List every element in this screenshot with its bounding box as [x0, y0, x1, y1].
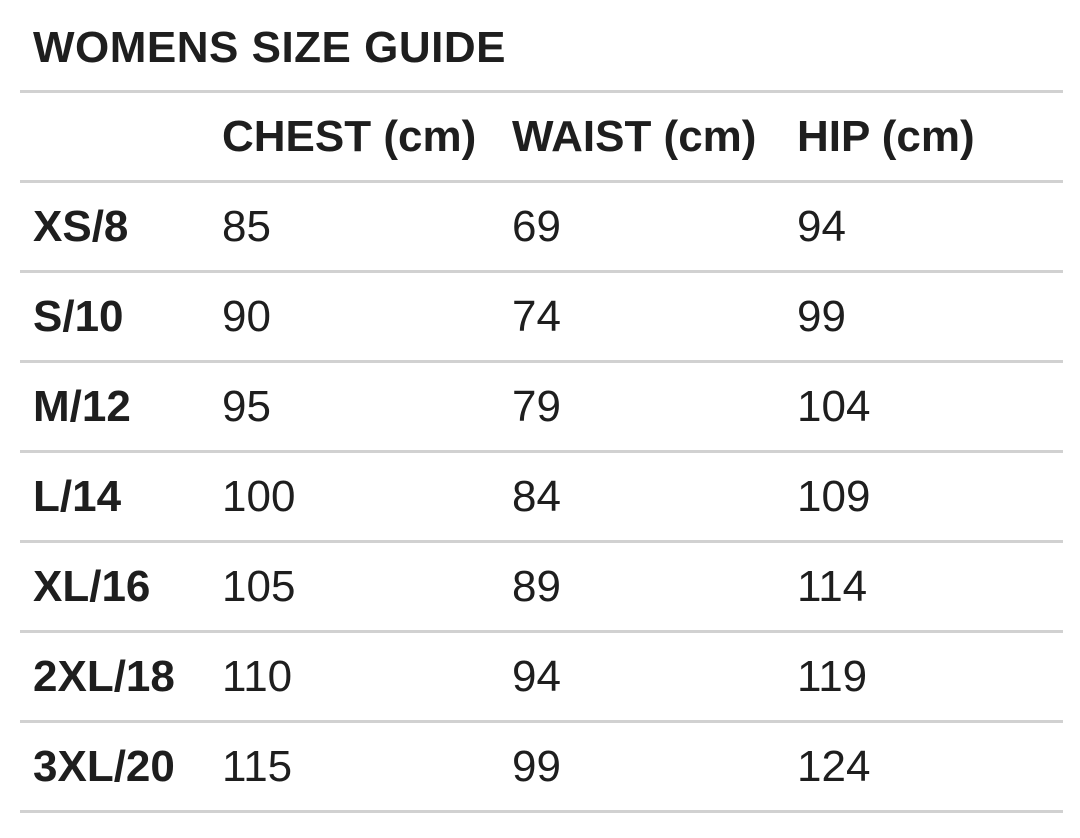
hip-cell: 124 — [797, 741, 871, 791]
column-header-waist: WAIST (cm) — [512, 111, 757, 161]
chest-cell: 85 — [222, 201, 271, 251]
page-title: WOMENS SIZE GUIDE — [33, 23, 506, 72]
hip-cell: 104 — [797, 381, 871, 431]
size-cell: M/12 — [33, 381, 131, 431]
chest-cell: 115 — [222, 741, 293, 791]
size-cell: S/10 — [33, 291, 124, 341]
size-cell: 3XL/20 — [33, 741, 175, 791]
size-guide-table: CHEST (cm) WAIST (cm) HIP (cm) XS/8 85 6… — [20, 90, 1063, 813]
size-cell: XS/8 — [33, 201, 129, 251]
hip-cell: 99 — [797, 291, 846, 341]
table-row: S/10 90 74 99 — [20, 272, 1063, 362]
chest-cell: 105 — [222, 561, 296, 611]
waist-cell: 84 — [512, 471, 561, 521]
chest-cell: 110 — [222, 651, 293, 701]
hip-cell: 114 — [797, 561, 868, 611]
chest-cell: 90 — [222, 291, 271, 341]
chest-cell: 100 — [222, 471, 296, 521]
column-header-hip: HIP (cm) — [797, 111, 975, 161]
hip-cell: 109 — [797, 471, 871, 521]
size-cell: 2XL/18 — [33, 651, 175, 701]
hip-cell: 119 — [797, 651, 868, 701]
table-row: 3XL/20 115 99 124 — [20, 722, 1063, 812]
waist-cell: 79 — [512, 381, 561, 431]
waist-cell: 94 — [512, 651, 561, 701]
column-header-size — [20, 92, 222, 182]
table-header-row: CHEST (cm) WAIST (cm) HIP (cm) — [20, 92, 1063, 182]
waist-cell: 69 — [512, 201, 561, 251]
waist-cell: 74 — [512, 291, 561, 341]
chest-cell: 95 — [222, 381, 271, 431]
column-header-chest: CHEST (cm) — [222, 111, 477, 161]
size-cell: XL/16 — [33, 561, 151, 611]
waist-cell: 89 — [512, 561, 561, 611]
table-row: XL/16 105 89 114 — [20, 542, 1063, 632]
waist-cell: 99 — [512, 741, 561, 791]
hip-cell: 94 — [797, 201, 846, 251]
table-row: L/14 100 84 109 — [20, 452, 1063, 542]
size-cell: L/14 — [33, 471, 122, 521]
table-row: 2XL/18 110 94 119 — [20, 632, 1063, 722]
table-row: XS/8 85 69 94 — [20, 182, 1063, 272]
table-row: M/12 95 79 104 — [20, 362, 1063, 452]
size-guide-panel: WOMENS SIZE GUIDE CHEST (cm) WAIST (cm) … — [20, 23, 1063, 813]
